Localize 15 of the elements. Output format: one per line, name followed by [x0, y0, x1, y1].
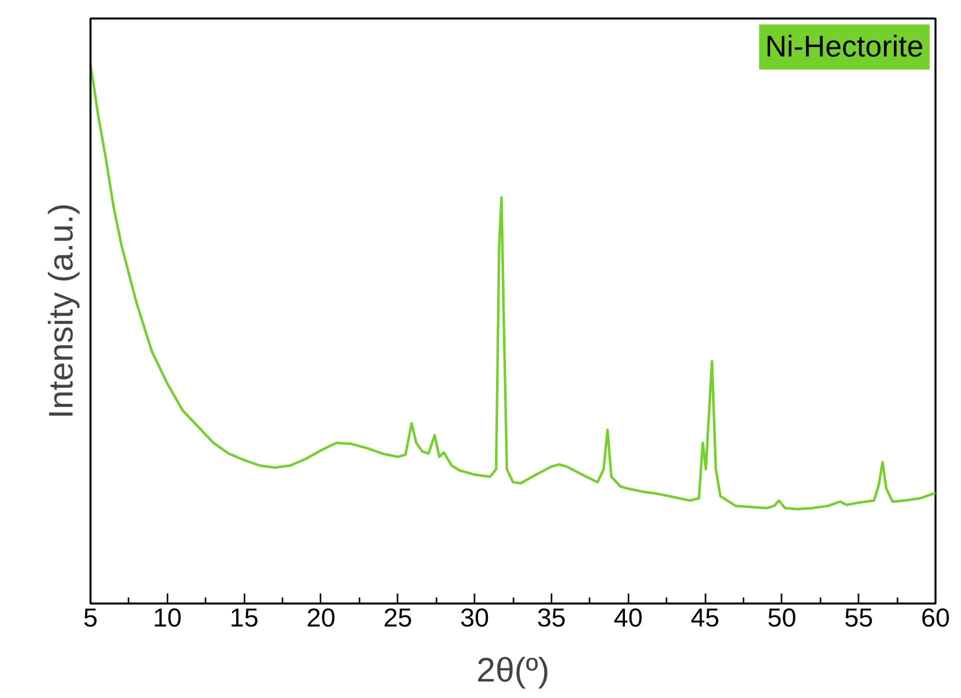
x-tick-label: 25: [383, 602, 412, 632]
x-tick-label: 50: [767, 602, 796, 632]
x-tick-label: 5: [83, 602, 98, 632]
x-tick-label: 60: [921, 602, 950, 632]
x-tick-label: 40: [614, 602, 643, 632]
x-tick-label: 45: [690, 602, 720, 632]
text: Ni-Hectorite: [765, 30, 924, 64]
x-tick-label: 55: [844, 602, 874, 632]
x-tick-label: 30: [460, 602, 490, 632]
x-axis-title: 2θ(º): [476, 652, 550, 690]
y-axis-title: Intensity (a.u.): [42, 203, 80, 419]
x-tick-label: 10: [152, 602, 182, 632]
x-tick-label: 35: [536, 602, 566, 632]
x-tick-label: 15: [230, 602, 259, 632]
x-tick-label: 20: [306, 602, 336, 632]
